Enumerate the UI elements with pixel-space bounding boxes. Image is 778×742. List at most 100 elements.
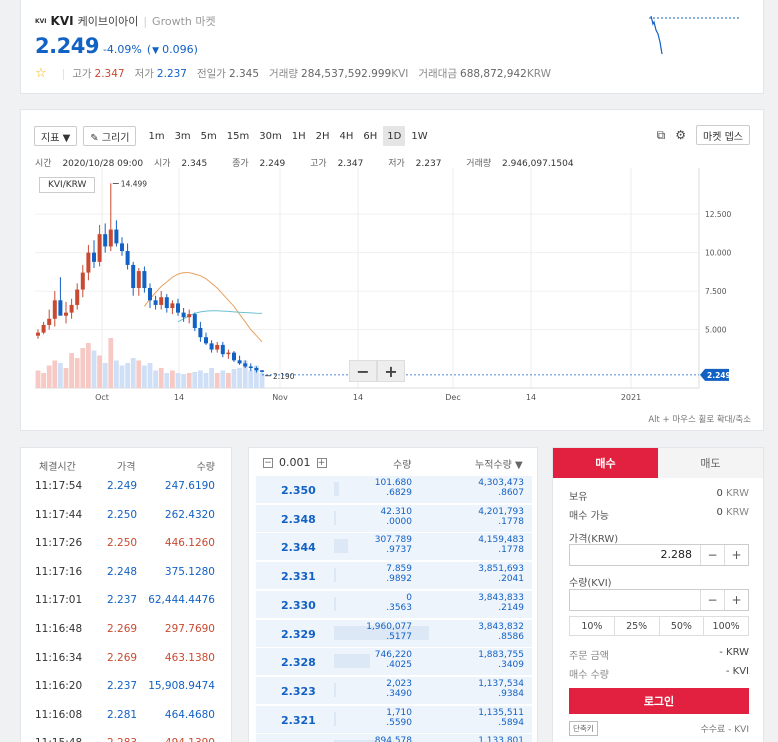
low-label: 저가	[134, 68, 154, 80]
favorite-star-icon[interactable]: ☆	[35, 66, 47, 81]
x-tick-label: Dec	[445, 393, 460, 402]
volume-bar	[80, 348, 86, 388]
high-value: 2.347	[94, 67, 125, 80]
candle-body	[164, 297, 169, 308]
qty-minus-button[interactable]: −	[700, 590, 724, 610]
volume-bar	[125, 363, 130, 388]
interval-tab-15m[interactable]: 15m	[226, 130, 250, 142]
orderbook-row[interactable]: 2.330 0.3563 3,843,833.2149	[256, 590, 532, 618]
orderbook-qty-frac: .0000	[386, 516, 412, 527]
orderbook-qty: 1,960,077.5177	[334, 622, 412, 642]
interval-tab-1w[interactable]: 1W	[411, 130, 428, 142]
trade-time: 11:17:01	[35, 594, 83, 607]
trade-price: 2.281	[107, 708, 138, 721]
draw-button[interactable]: ✎ 그리기	[83, 126, 137, 146]
interval-tab-30m[interactable]: 30m	[259, 130, 282, 142]
orderbook-row[interactable]: 894,578 1,133,801	[256, 734, 532, 742]
trade-time: 11:16:34	[35, 651, 83, 664]
volume-bar	[108, 338, 114, 388]
volume-bar	[74, 358, 80, 388]
qty-input[interactable]	[570, 590, 700, 610]
qty-plus-button[interactable]: +	[724, 590, 748, 610]
pct-50-button[interactable]: 50%	[658, 617, 704, 635]
indicator-button[interactable]: 지표 ▼	[34, 126, 78, 146]
orderbook-row[interactable]: 2.321 1,710.5590 1,135,511.5894	[256, 705, 532, 733]
interval-tab-5m[interactable]: 5m	[200, 130, 217, 142]
orderbook-cumulative: 1,883,755.3409	[436, 650, 524, 670]
current-price-tag	[700, 368, 729, 381]
price-plus-button[interactable]: +	[724, 545, 748, 565]
interval-tab-6h[interactable]: 6H	[363, 130, 378, 142]
trade-price: 2.283	[107, 737, 137, 742]
orderbook-cum-frac: .1778	[498, 545, 524, 556]
orderbook-qty: 0.3563	[334, 593, 412, 613]
interval-tab-1h[interactable]: 1H	[291, 130, 306, 142]
volume-bar	[35, 370, 41, 388]
tab-buy[interactable]: 매수	[553, 448, 658, 478]
volume-bar	[97, 355, 102, 388]
tab-sell[interactable]: 매도	[658, 448, 763, 478]
orderbook-qty-int: 0	[406, 592, 412, 603]
orderbook-cum-header[interactable]: 누적수량 ▼	[475, 460, 523, 471]
interval-tab-4h[interactable]: 4H	[339, 130, 354, 142]
candle-body	[237, 360, 242, 364]
orderbook-qty-frac: .9892	[386, 574, 412, 585]
ohlc-close: 2.249	[259, 159, 286, 169]
volume-bar	[46, 365, 52, 388]
orderbook-row[interactable]: 2.328 746,220.4025 1,883,755.3409	[256, 648, 532, 676]
pct-10-button[interactable]: 10%	[581, 620, 603, 632]
pct-25-button[interactable]: 25%	[613, 617, 659, 635]
login-button[interactable]: 로그인	[569, 688, 749, 714]
trade-price: 2.250	[107, 508, 138, 521]
price-minus-button[interactable]: −	[700, 545, 724, 565]
candle-body	[41, 324, 46, 333]
gear-icon[interactable]: ⚙	[675, 128, 687, 142]
volume-bar	[69, 353, 74, 388]
market-depth-button[interactable]: 마켓 뎁스	[696, 125, 750, 145]
interval-tab-2h[interactable]: 2H	[315, 130, 330, 142]
orderbook-cumulative: 4,201,793.1778	[436, 507, 524, 527]
volume-bar	[158, 368, 164, 388]
ma-line-cyan	[177, 310, 263, 323]
orderbook-row[interactable]: 2.331 7.859.9892 3,851,693.2041	[256, 562, 532, 590]
orderbook-row[interactable]: 2.350 101.680.6829 4,303,473.8607	[256, 476, 532, 503]
candle-body	[187, 314, 192, 318]
trade-price: 2.237	[107, 594, 138, 607]
shortcut-button[interactable]: 단축키	[569, 721, 598, 736]
pct-100-button[interactable]: 100%	[703, 617, 748, 635]
ohlc-low: 2.237	[415, 159, 442, 169]
orderbook-cum-frac: .9384	[498, 688, 524, 699]
trade-time: 11:16:48	[35, 623, 83, 635]
volume-bar	[153, 370, 158, 388]
ohlc-readout: 시간 2020/10/28 09:00 시가 2.345 종가 2.249 고가…	[35, 156, 582, 169]
orderbook-row[interactable]: 2.344 307.789.9737 4,159,483.1778	[256, 533, 532, 561]
coin-logo-icon: KVI	[35, 17, 47, 25]
candle-body	[97, 234, 102, 262]
zoom-in-button[interactable]: +	[377, 360, 405, 382]
candlestick-chart[interactable]: 14.499 2.190 2.249 12.500 10.000 7.500 5.000 Oc…	[35, 168, 751, 408]
price-input-group: 2.288 − +	[569, 544, 749, 566]
orderbook-row[interactable]: 2.329 1,960,077.5177 3,843,832.8586	[256, 619, 532, 647]
trade-qty: 247.6190	[164, 480, 215, 492]
volume-bar	[142, 365, 147, 388]
orderbook-cum-frac: .5894	[498, 717, 524, 728]
coin-korean-name: 케이브이아이	[77, 15, 139, 28]
candle-body	[86, 252, 91, 273]
tick-plus-button[interactable]: +	[316, 457, 327, 468]
candle-body	[136, 271, 141, 288]
orderbook-row[interactable]: 2.323 2,023.3490 1,137,534.9384	[256, 676, 532, 704]
orderbook-row[interactable]: 2.348 42.310.0000 4,201,793.1778	[256, 504, 532, 532]
order-panel: 매수 매도 보유 0 KRW 매수 가능 0 KRW 가격(KRW) 2.288…	[552, 447, 764, 742]
tick-minus-button[interactable]: −	[263, 457, 273, 468]
orderbook-qty-header: 수량	[393, 460, 412, 471]
candle-body	[80, 272, 85, 290]
trade-time: 11:16:20	[35, 680, 83, 693]
coin-symbol: KVI	[50, 14, 74, 28]
interval-tab-3m[interactable]: 3m	[174, 130, 191, 142]
price-input[interactable]: 2.288	[660, 548, 693, 561]
external-link-icon[interactable]: ⧉	[656, 127, 666, 142]
interval-tab-1d[interactable]: 1D	[383, 126, 406, 146]
interval-tab-1m[interactable]: 1m	[148, 130, 165, 142]
mini-sparkline	[649, 15, 741, 55]
zoom-out-button[interactable]: −	[349, 360, 377, 382]
